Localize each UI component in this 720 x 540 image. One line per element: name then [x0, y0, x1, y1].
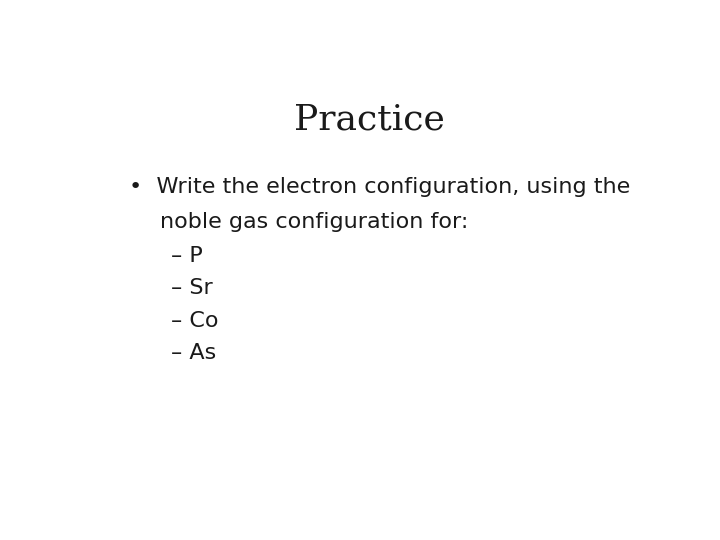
Text: Practice: Practice: [294, 102, 444, 136]
Text: •  Write the electron configuration, using the: • Write the electron configuration, usin…: [129, 177, 630, 197]
Text: – Sr: – Sr: [171, 278, 212, 298]
Text: noble gas configuration for:: noble gas configuration for:: [160, 212, 468, 232]
Text: – Co: – Co: [171, 310, 218, 330]
Text: – As: – As: [171, 343, 216, 363]
Text: – P: – P: [171, 246, 202, 266]
